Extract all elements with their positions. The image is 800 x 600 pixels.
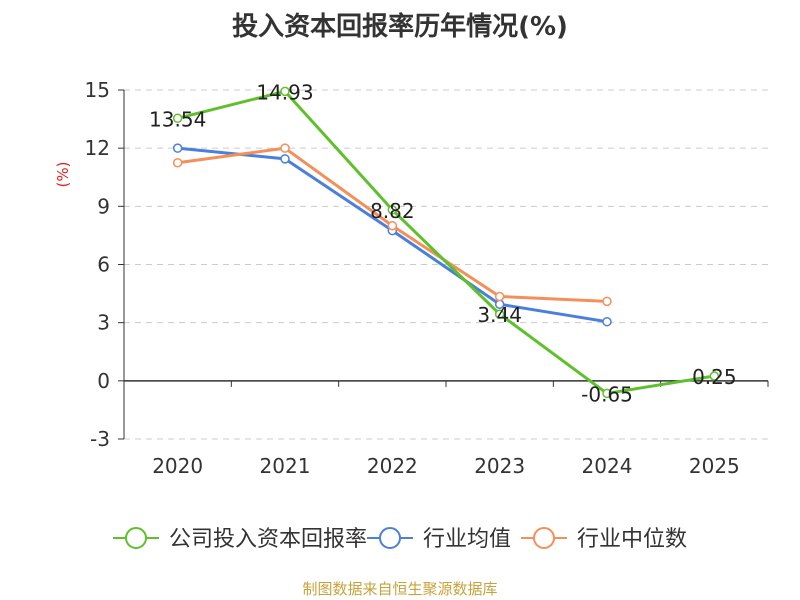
data-label: 8.82 [370,199,415,223]
series-point [602,316,612,327]
y-tick-label: -3 [90,427,110,451]
x-tick-label: 2022 [367,454,418,478]
series-point [387,205,398,215]
series-point [709,371,720,381]
y-tick-label: 6 [97,253,110,277]
series-lines [172,86,720,399]
y-tick-label: 15 [85,78,110,102]
legend-label: 行业中位数 [577,527,687,552]
series-point [602,388,612,399]
data-label: 13.54 [149,107,206,131]
legend: 公司投入资本回报率 行业均值 行业中位数 [113,527,687,552]
series-point [280,154,290,164]
data-label: -0.65 [581,382,633,406]
y-tick-label: 0 [97,369,110,393]
x-tick-label: 2020 [152,454,203,478]
axes: -3 0 3 6 9 12 15 (%) 2020 2021 2022 2023 2024 2025 [54,78,769,478]
data-label: 3.44 [477,303,522,327]
y-tick-label: 3 [97,311,110,335]
x-tick-label: 2025 [689,454,740,478]
series-line [177,89,715,395]
series-point [494,291,505,302]
chart-title: 投入资本回报率历年情况(%) [232,12,568,42]
legend-marker [125,527,147,549]
series-point [602,296,612,307]
data-labels: 13.54 14.93 8.82 3.44 -0.65 0.25 [149,80,737,406]
data-label: 0.25 [692,365,737,389]
y-tick-label: 12 [85,136,110,160]
series-point [387,220,398,231]
series-point [280,86,290,97]
series-point [280,143,290,153]
legend-marker [379,527,401,549]
series-point [172,113,183,124]
y-axis-label: (%) [54,162,72,188]
legend-label: 公司投入资本回报率 [169,527,367,552]
x-tick-label: 2024 [582,454,633,478]
source-note: 制图数据来自恒生聚源数据库 [302,580,498,598]
x-tick-label: 2023 [474,454,525,478]
series-point [172,157,183,168]
legend-label: 行业均值 [423,527,511,552]
y-tick-label: 9 [97,194,110,218]
grid-lines [124,89,768,440]
series-point [494,309,505,319]
data-label: 14.93 [256,80,313,104]
series-point [172,143,183,153]
x-tick-label: 2021 [260,454,311,478]
legend-marker [533,527,555,549]
